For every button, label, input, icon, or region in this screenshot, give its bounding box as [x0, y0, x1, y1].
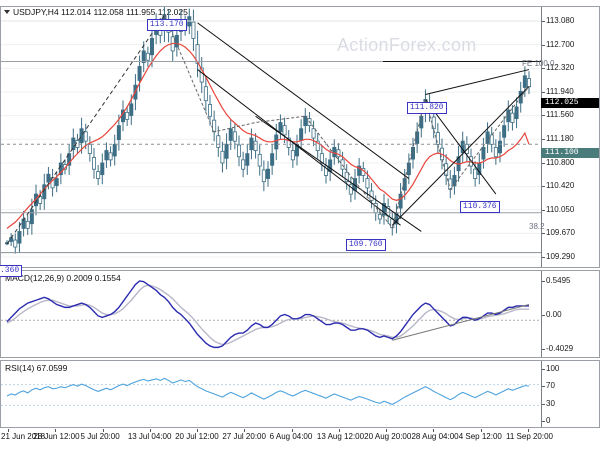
axis-tick-mark — [542, 233, 545, 235]
axis-tick-mark — [542, 403, 545, 405]
macd-series-svg — [1, 280, 541, 349]
axis-tick-label: 111.180 — [546, 134, 574, 143]
axis-tick-mark — [542, 369, 545, 370]
date-tick-mark — [149, 429, 151, 432]
axis-tick-label: 111.940 — [546, 86, 574, 96]
price-series-svg — [1, 7, 541, 258]
price-plot-area[interactable] — [1, 7, 541, 267]
date-tick-label: 11 Sep 20:00 — [506, 432, 554, 441]
watermark: ActionForex.com — [337, 35, 477, 55]
price-label-high[interactable]: 113.170 — [147, 19, 187, 31]
macd-panel[interactable]: MACD(12,26,9) 0.2009 0.1554 0.5495 0.00 -0… — [0, 270, 600, 358]
price-chart-panel[interactable]: USDJPY,H4 112.014 112.058 111.955 112.02… — [0, 6, 600, 277]
date-tick-label: 4 Sep 12:00 — [458, 432, 502, 441]
macd-axis: 0.5495 0.00 -0.4029 — [541, 271, 599, 357]
axis-tick-mark — [542, 209, 545, 211]
axis-tick-label: 110.050 — [546, 204, 575, 214]
rsi-axis: 100 70 30 0 — [541, 361, 599, 427]
date-axis: 21 Jun 2018 28 Jun 12:00 5 Jul 20:00 13 Jul… — [0, 429, 600, 449]
axis-tick-label: 30 — [546, 398, 555, 408]
date-tick-label: 21 Jun 2018 — [1, 432, 46, 441]
date-tick-label: 28 Aug 04:00 — [411, 432, 459, 441]
axis-tick-mark — [542, 281, 545, 282]
date-tick-label: 27 Jul 20:00 — [222, 432, 266, 441]
axis-tick-label: 112.320 — [546, 63, 575, 73]
axis-tick-mark — [542, 257, 545, 258]
date-tick-mark — [291, 429, 293, 432]
price-axis: 113.080 112.700 112.320 111.940 111.560 111.1… — [541, 7, 599, 267]
date-tick-label: 20 Aug 20:00 — [364, 432, 412, 441]
axis-tick-mark — [542, 386, 545, 388]
axis-tick-mark — [542, 21, 545, 22]
date-tick-label: 13 Aug 12:00 — [316, 432, 365, 441]
axis-tick-mark — [542, 186, 545, 188]
axis-tick-label: 113.080 — [546, 16, 575, 25]
price-label-low-110[interactable]: 110.376 — [460, 201, 500, 213]
rsi-plot-area[interactable] — [1, 361, 541, 427]
axis-tick-mark — [542, 162, 545, 164]
axis-tick-mark — [542, 115, 545, 117]
date-tick-mark — [528, 429, 529, 432]
symbol-titlebar[interactable]: USDJPY,H4 112.014 112.058 111.955 112.02… — [1, 7, 188, 18]
axis-tick-mark — [542, 139, 545, 140]
date-tick-mark — [480, 429, 482, 432]
caret-down-icon[interactable] — [4, 9, 10, 14]
date-tick-label: 13 Jul 04:00 — [127, 432, 172, 441]
axis-tick-label: 110.420 — [546, 181, 575, 191]
axis-tick-label: 70 — [546, 381, 555, 391]
axis-tick-label: 112.700 — [546, 39, 575, 49]
axis-tick-label: 111.560 — [546, 110, 574, 120]
rsi-panel[interactable]: RSI(14) 67.0599 100 70 30 0 — [0, 360, 600, 428]
date-tick-mark — [386, 429, 388, 432]
axis-tick-label: 100 — [546, 364, 560, 373]
axis-tick-mark — [542, 421, 545, 422]
axis-tick-mark — [542, 91, 545, 93]
axis-tick-label: 0 — [546, 416, 551, 425]
price-label-left-low[interactable]: .360 — [0, 265, 23, 277]
date-tick-mark — [197, 429, 199, 432]
fib-label-100: FE 100.0 — [522, 59, 555, 68]
axis-tick-mark — [542, 349, 545, 350]
axis-tick-mark — [542, 44, 545, 46]
ma-price-badge: 111.100 — [541, 148, 599, 158]
symbol-quote-label: USDJPY,H4 112.014 112.058 111.955 112.02… — [13, 7, 188, 17]
date-tick-mark — [433, 429, 435, 432]
date-tick-mark — [338, 429, 340, 432]
date-tick-mark — [244, 429, 246, 432]
axis-tick-label: 109.290 — [546, 252, 575, 261]
axis-tick-label: 0.00 — [546, 310, 562, 319]
macd-plot-area[interactable] — [1, 271, 541, 357]
date-tick-label: 20 Jul 12:00 — [175, 432, 219, 441]
axis-tick-label: 110.800 — [546, 157, 575, 167]
axis-tick-mark — [542, 68, 545, 70]
date-tick-label: 5 Jul 20:00 — [80, 432, 120, 441]
date-tick-mark — [55, 429, 57, 432]
price-label-low-109[interactable]: 109.760 — [346, 239, 386, 251]
current-price-badge: 112.025 — [541, 98, 599, 108]
axis-tick-label: 109.670 — [546, 228, 575, 238]
axis-tick-label: 0.5495 — [546, 276, 571, 285]
macd-label: MACD(12,26,9) 0.2009 0.1554 — [5, 273, 121, 283]
date-tick-mark — [102, 429, 104, 432]
axis-tick-label: -0.4029 — [546, 344, 574, 353]
date-tick-label: 6 Aug 04:00 — [269, 432, 313, 441]
axis-tick-mark — [542, 315, 545, 316]
rsi-label: RSI(14) 67.0599 — [5, 363, 68, 373]
price-label-mid[interactable]: 111.820 — [407, 102, 447, 114]
date-tick-mark — [8, 429, 9, 432]
rsi-series-svg — [1, 377, 541, 406]
date-tick-label: 28 Jun 12:00 — [33, 432, 80, 441]
fib-label-382: 38.2 — [529, 222, 545, 231]
